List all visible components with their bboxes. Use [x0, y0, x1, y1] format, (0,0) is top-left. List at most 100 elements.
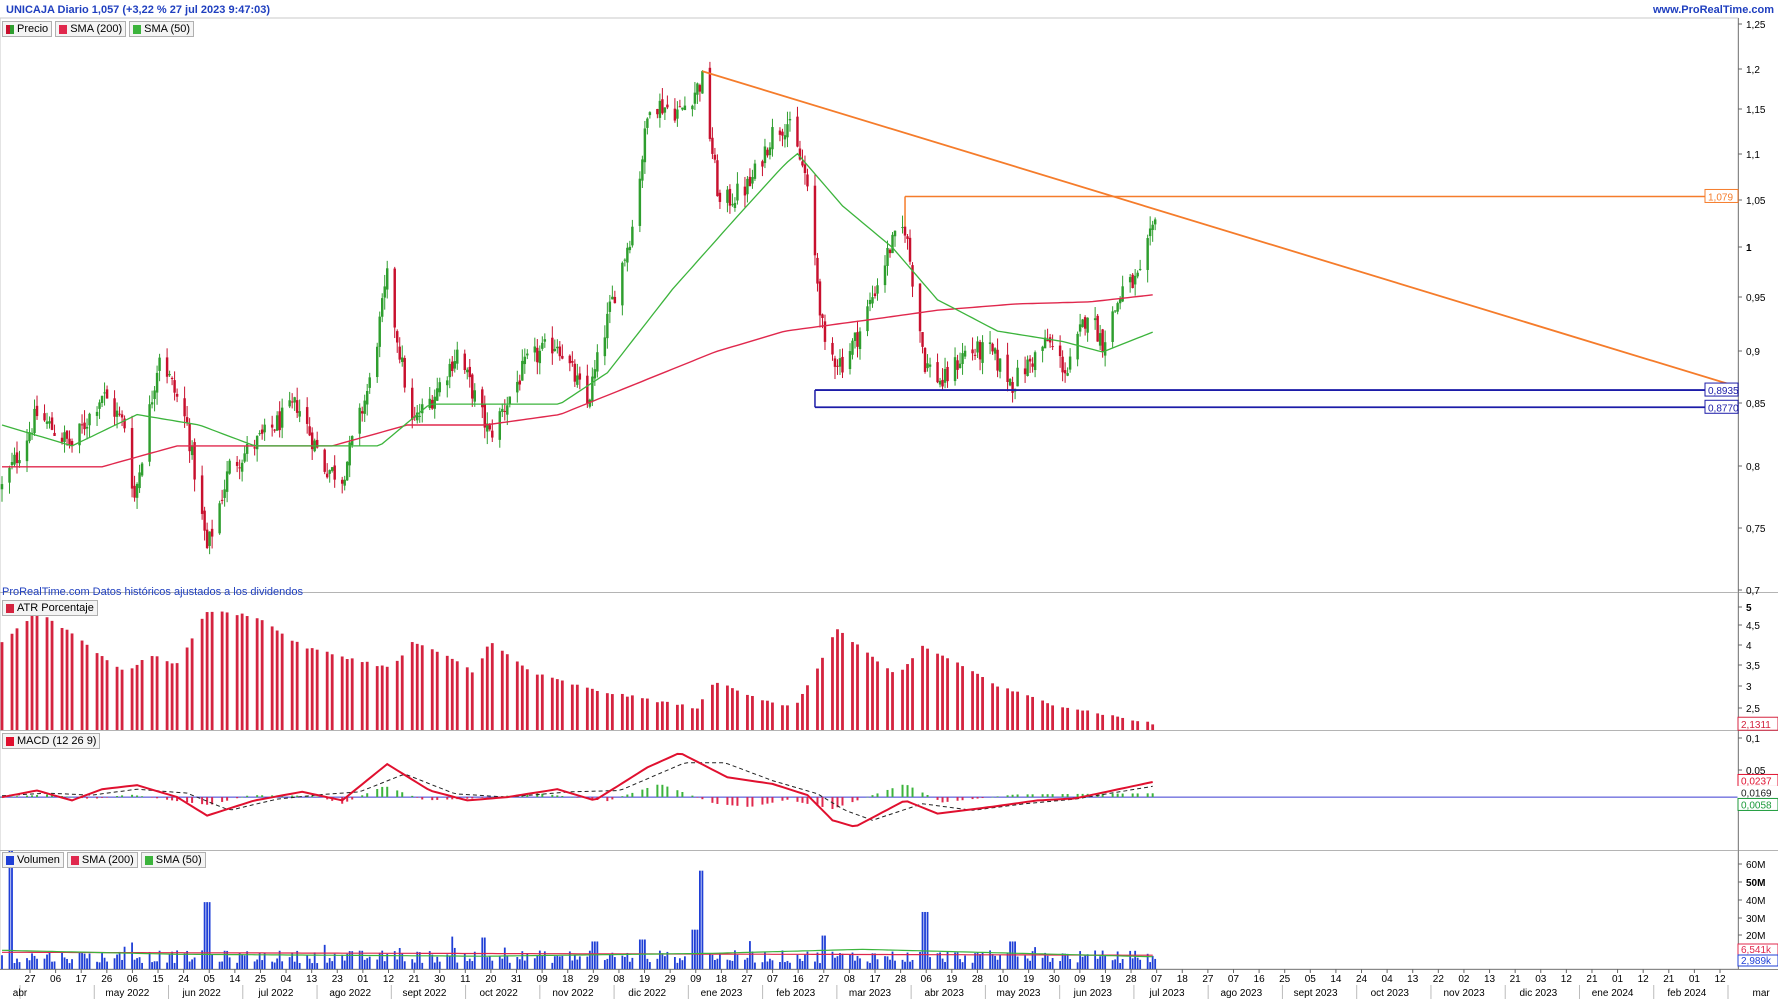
price-legend: Precio SMA (200) SMA (50)	[2, 21, 195, 37]
x-month-label: jul 2023	[1149, 988, 1185, 999]
volume-bar	[61, 952, 63, 969]
macd-histogram-bar	[1061, 794, 1064, 798]
candle-body	[203, 510, 206, 531]
candle-body	[10, 462, 14, 466]
candle-body	[831, 342, 834, 355]
atr-bar	[1016, 691, 1019, 730]
candle-body	[298, 411, 301, 417]
candle-body	[210, 528, 214, 537]
legend-volume[interactable]: Volumen	[2, 852, 64, 868]
price-mark-box	[1704, 399, 1739, 414]
candle-body	[621, 262, 624, 306]
atr-bar	[625, 696, 629, 730]
candle-body	[676, 109, 679, 119]
volume-bar	[526, 953, 529, 969]
candle-body	[428, 398, 431, 409]
candle-body	[911, 265, 914, 287]
candle-body	[118, 413, 121, 415]
macd-histogram-bar	[971, 797, 974, 800]
atr-bar	[100, 656, 104, 730]
price-tick-label: 0,85	[1746, 399, 1766, 410]
atr-bar	[891, 672, 894, 730]
candle-body	[718, 192, 722, 202]
legend-macd[interactable]: MACD (12 26 9)	[2, 733, 101, 749]
candle-body	[523, 356, 527, 365]
x-day-label: 20	[485, 974, 497, 985]
candle-body	[788, 119, 792, 121]
candle-body	[418, 415, 421, 417]
price-mark-label: 0,8770	[1708, 403, 1739, 414]
volume-bar	[86, 958, 88, 969]
atr-bar	[50, 620, 54, 730]
candle-body	[393, 268, 396, 328]
macd-histogram-bar	[886, 789, 889, 798]
macd-histogram-bar	[731, 797, 734, 806]
macd-histogram-bar	[801, 797, 804, 803]
candle-body	[743, 186, 747, 196]
macd-histogram-bar	[571, 797, 574, 798]
candle-body	[708, 67, 712, 139]
atr-bar	[956, 662, 959, 730]
atr-last-box	[1737, 716, 1778, 731]
x-day-label: 27	[818, 974, 830, 985]
legend-sma50[interactable]: SMA (50)	[129, 21, 195, 37]
x-day-label: 16	[1254, 974, 1266, 985]
x-day-label: 02	[1458, 974, 1470, 985]
candle-body	[711, 137, 714, 154]
legend-sma200[interactable]: SMA (200)	[55, 21, 127, 37]
macd-histogram-bar	[906, 785, 909, 798]
volume-bar	[971, 962, 974, 969]
atr-bar	[140, 660, 144, 730]
candle-body	[623, 259, 627, 261]
candle-body	[871, 297, 874, 304]
candle-body	[501, 408, 504, 412]
candle-body	[901, 227, 904, 229]
candle-body	[673, 108, 677, 121]
volume-bar	[31, 953, 33, 969]
candle-body	[851, 340, 854, 355]
x-day-label: 05	[204, 974, 216, 985]
volume-bar	[799, 958, 801, 969]
legend-price[interactable]: Precio	[2, 21, 53, 37]
atr-bar	[1066, 707, 1070, 730]
atr-bar	[921, 645, 924, 730]
x-day-label: 21	[1663, 974, 1675, 985]
candle-body	[868, 299, 872, 305]
x-day-label: 18	[1177, 974, 1189, 985]
candle-body	[1151, 224, 1154, 230]
volume-bar	[819, 963, 821, 969]
site-link[interactable]: www.ProRealTime.com	[1652, 4, 1774, 16]
volume-bar	[538, 950, 541, 969]
x-day-label: 24	[1356, 974, 1368, 985]
atr-bar	[330, 654, 334, 730]
macd-histogram-bar	[1066, 794, 1069, 798]
volume-bar	[866, 961, 869, 969]
atr-bar	[210, 611, 214, 730]
volume-bar	[824, 935, 826, 969]
legend-volume-sma50[interactable]: SMA (50)	[140, 852, 206, 868]
candle-body	[103, 392, 106, 394]
legend-volume-sma200[interactable]: SMA (200)	[66, 852, 138, 868]
macd-histogram-bar	[296, 795, 299, 798]
candle-body	[228, 460, 231, 474]
candle-body	[365, 390, 369, 405]
volume-bar	[508, 962, 511, 969]
macd-histogram-bar	[1011, 794, 1014, 798]
atr-bar	[640, 698, 644, 730]
candle-body	[8, 467, 11, 483]
candle-body	[981, 342, 984, 363]
volume-bar	[81, 952, 83, 969]
candle-body	[816, 257, 819, 284]
volume-bar	[1136, 957, 1139, 969]
macd-histogram-bar	[401, 792, 404, 798]
legend-atr[interactable]: ATR Porcentaje	[2, 600, 98, 616]
atr-bar	[115, 666, 119, 730]
atr-bar	[345, 659, 349, 730]
macd-histogram-bar	[591, 797, 594, 800]
macd-histogram-bar	[16, 796, 19, 798]
volume-bar	[961, 962, 964, 969]
atr-bar	[590, 688, 594, 730]
volume-bar	[1061, 953, 1064, 969]
volume-bar	[326, 962, 329, 969]
volume-bar	[714, 959, 716, 969]
